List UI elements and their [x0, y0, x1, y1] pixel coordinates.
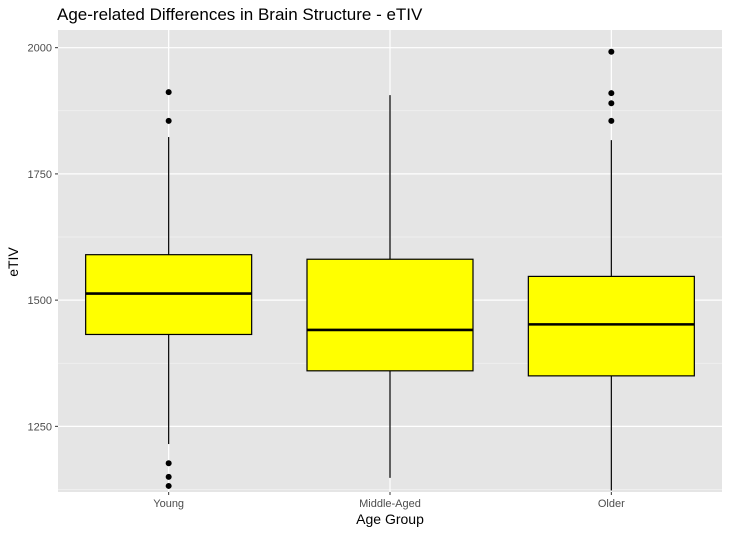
y-tick-label: 1500 — [28, 295, 52, 307]
y-tick-label: 1750 — [28, 169, 52, 181]
box-young — [85, 89, 253, 489]
x-tick-label: Young — [153, 498, 184, 510]
box-iqr — [527, 275, 695, 377]
outlier-point — [165, 482, 172, 489]
x-tick-label: Middle-Aged — [359, 498, 421, 510]
outlier-point — [608, 48, 615, 55]
x-tick-label: Older — [598, 498, 625, 510]
outlier-point — [608, 100, 615, 107]
y-tick-label: 1250 — [28, 421, 52, 433]
boxes — [85, 48, 695, 491]
outlier-point — [165, 473, 172, 480]
chart-title: Age-related Differences in Brain Structu… — [57, 5, 423, 24]
y-tick-label: 2000 — [28, 43, 52, 55]
outlier-point — [608, 117, 615, 124]
y-axis: 1250 1500 1750 2000 — [28, 43, 58, 433]
y-axis-title: eTIV — [5, 247, 21, 277]
x-axis: Young Middle-Aged Older — [153, 492, 625, 510]
box-middle-aged — [306, 95, 474, 478]
x-axis-title: Age Group — [356, 511, 424, 527]
outlier-point — [608, 90, 615, 97]
outlier-point — [165, 460, 172, 467]
outlier-point — [165, 117, 172, 124]
box-older — [527, 48, 695, 491]
box-iqr — [306, 258, 474, 372]
outlier-point — [165, 89, 172, 96]
